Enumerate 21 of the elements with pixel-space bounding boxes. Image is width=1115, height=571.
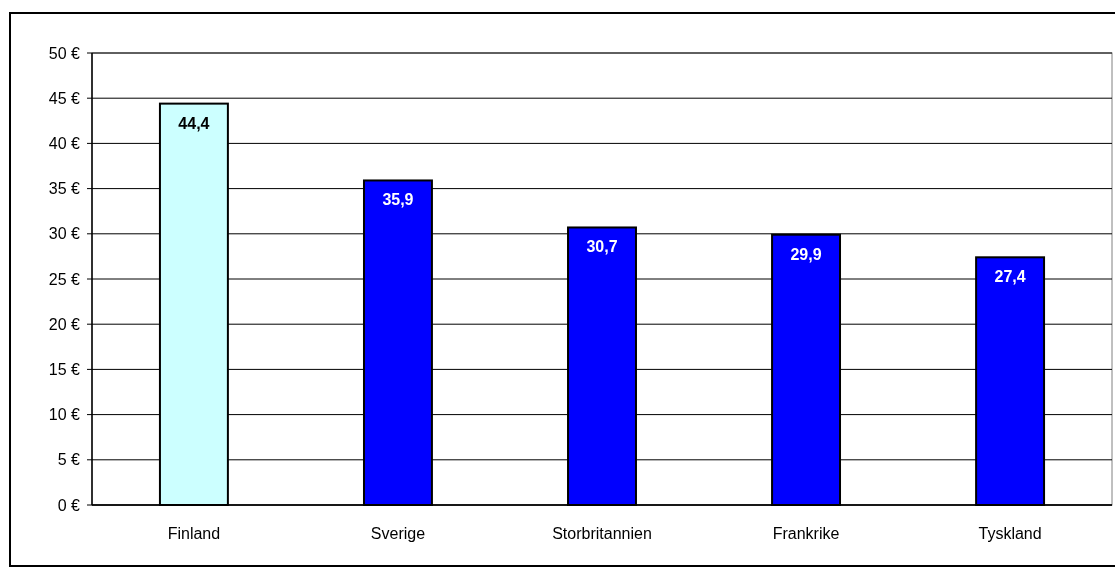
data-label: 30,7 [586, 238, 618, 256]
data-label: 27,4 [994, 268, 1026, 286]
y-tick-label: 5 € [57, 451, 81, 469]
y-tick-label: 40 € [48, 135, 81, 152]
y-tick-label: 0 € [57, 496, 81, 514]
y-tick-label: 35 € [48, 180, 81, 198]
y-tick-label: 30 € [48, 225, 81, 243]
data-label: 35,9 [382, 191, 414, 209]
y-tick-label: 20 € [48, 315, 81, 333]
x-tick-label: Tyskland [978, 524, 1042, 542]
x-tick-label: Frankrike [772, 524, 840, 542]
y-tick-label: 50 € [48, 44, 81, 62]
x-tick-label: Sverige [370, 524, 426, 542]
data-label: 29,9 [790, 245, 822, 263]
y-tick-label: 45 € [48, 89, 81, 107]
x-tick-label: Finland [167, 524, 221, 542]
y-tick-label: 10 € [48, 406, 81, 424]
y-tick-label: 15 € [48, 361, 81, 378]
y-tick-label: 25 € [48, 270, 81, 288]
data-label: 44,4 [178, 114, 210, 132]
x-tick-label: Storbritannien [552, 524, 652, 542]
